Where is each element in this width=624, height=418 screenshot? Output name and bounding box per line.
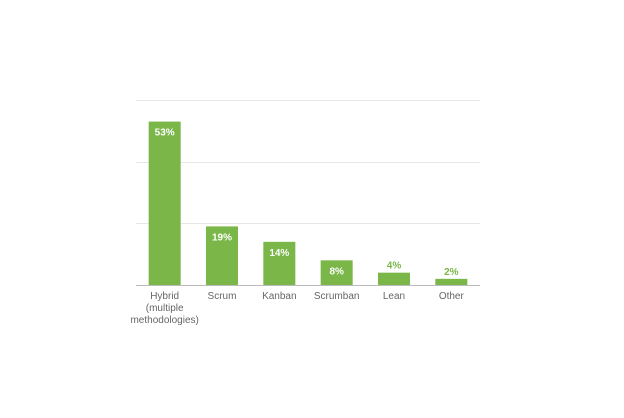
category-label-1-line-2: (multiple	[146, 303, 184, 314]
bars	[148, 121, 468, 285]
data-label-3: 14%	[269, 248, 289, 259]
gridlines	[136, 100, 480, 286]
data-label-1: 53%	[155, 128, 175, 139]
bar-5	[378, 272, 410, 285]
category-label-2: Scrum	[208, 291, 237, 302]
data-label-6: 2%	[444, 267, 459, 278]
category-label-6: Other	[439, 291, 465, 302]
category-label-5: Lean	[383, 291, 405, 302]
bar-6	[435, 278, 468, 285]
bar-3	[263, 241, 296, 285]
category-label-1-line-1: Hybrid	[150, 291, 179, 302]
category-label-3: Kanban	[262, 291, 296, 302]
category-label-1-line-3: methodologies)	[130, 315, 198, 326]
bar-2	[206, 226, 238, 285]
data-labels: 53% 19% 14% 8% 4% 2%	[155, 128, 459, 278]
bar-1	[148, 121, 181, 285]
data-label-5: 4%	[387, 261, 402, 272]
data-label-4: 8%	[329, 266, 344, 277]
category-label-4: Scrumban	[314, 291, 360, 302]
bar-4	[320, 260, 353, 285]
data-label-2: 19%	[212, 232, 232, 243]
